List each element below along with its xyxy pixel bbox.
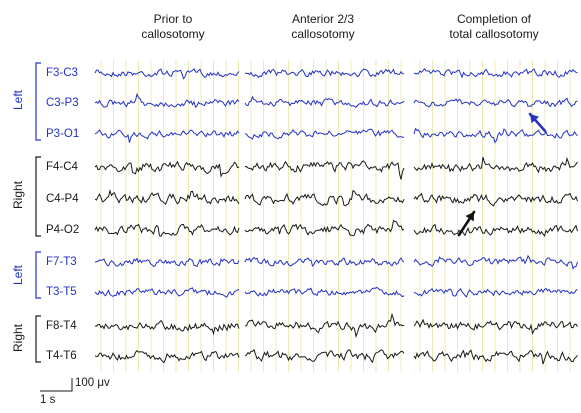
channel-label-t4-t6: T4-T6 [46, 350, 77, 362]
eeg-trace [94, 223, 240, 237]
eeg-trace [244, 312, 405, 339]
annotation-arrows [457, 112, 547, 237]
eeg-trace [244, 256, 405, 268]
eeg-trace [94, 319, 240, 336]
eeg-trace [413, 287, 578, 298]
channel-label-f8-t4: F8-T4 [46, 320, 77, 332]
eeg-trace [413, 97, 578, 108]
eeg-trace [413, 156, 578, 174]
column-title-3-line1: Completion of [456, 12, 532, 26]
column-title-2: Anterior 2/3 callosotomy [253, 12, 393, 42]
eeg-trace [244, 286, 405, 298]
group-brackets [35, 62, 41, 363]
group-bracket [35, 251, 41, 299]
eeg-trace [94, 92, 240, 108]
eeg-trace [94, 349, 240, 364]
eeg-trace [245, 128, 405, 140]
eeg-trace [94, 257, 240, 268]
blue-arrow-icon [528, 112, 547, 133]
scale-voltage-label: 100 μv [75, 377, 110, 389]
black-arrow-icon [457, 210, 476, 237]
eeg-trace [413, 254, 578, 270]
eeg-trace [244, 348, 405, 364]
eeg-trace [413, 318, 578, 335]
eeg-trace [413, 127, 578, 144]
channel-label-f7-t3: F7-T3 [46, 256, 77, 268]
eeg-trace [94, 160, 240, 178]
grid-lines [100, 60, 571, 372]
scale-time-label: 1 s [40, 394, 56, 406]
eeg-trace [244, 160, 405, 180]
channel-label-t3-t5: T3-T5 [46, 286, 77, 298]
eeg-trace [94, 287, 240, 298]
eeg-trace [244, 189, 405, 207]
scale-bar [40, 378, 73, 392]
eeg-trace [94, 68, 240, 80]
scale-bar-line [40, 378, 73, 392]
eeg-traces [94, 67, 578, 365]
channel-label-c3-p3: C3-P3 [46, 97, 79, 109]
column-title-1: Prior to callosotomy [103, 12, 243, 42]
eeg-trace [413, 223, 578, 238]
column-title-2-line1: Anterior 2/3 [291, 12, 355, 26]
column-title-1-line1: Prior to [153, 12, 193, 26]
eeg-trace [244, 95, 405, 108]
channel-label-p3-o1: P3-O1 [46, 128, 80, 140]
eeg-trace [413, 192, 578, 207]
channel-label-f3-c3: F3-C3 [46, 67, 78, 79]
eeg-trace [413, 349, 578, 365]
eeg-trace [244, 219, 405, 237]
group-bracket [35, 62, 41, 141]
channel-label-f4-c4: F4-C4 [46, 161, 78, 173]
column-title-1-line2: callosotomy [141, 27, 205, 41]
eeg-trace [94, 129, 240, 143]
eeg-trace [244, 68, 405, 78]
group-bracket [35, 156, 41, 237]
eeg-trace [413, 67, 578, 79]
column-title-2-line2: callosotomy [291, 27, 355, 41]
column-title-3-line2: total callosotomy [449, 27, 539, 41]
eeg-trace [94, 188, 240, 206]
group-bracket [35, 315, 41, 363]
channel-label-p4-o2: P4-O2 [46, 224, 80, 236]
channel-label-c4-p4: C4-P4 [46, 193, 79, 205]
column-title-3: Completion of total callosotomy [424, 12, 564, 42]
